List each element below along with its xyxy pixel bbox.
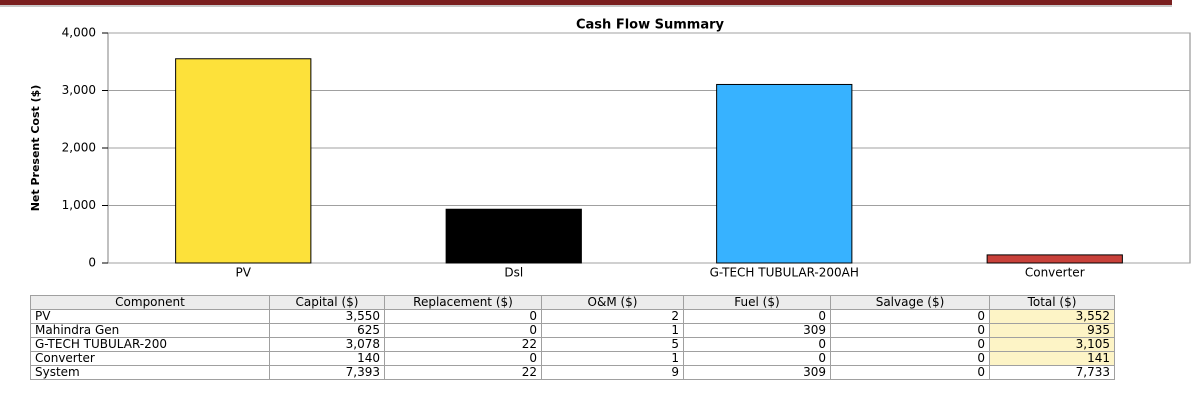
table-cell: 0 [384, 309, 542, 324]
table-cell: G-TECH TUBULAR-200 [30, 337, 270, 352]
table-cell: 0 [830, 337, 990, 352]
table-cell: 22 [384, 365, 542, 380]
table-row: Converter 140 0 1 0 0 141 [30, 351, 1115, 366]
table-cell: 0 [830, 309, 990, 324]
y-axis-label: Net Present Cost ($) [29, 85, 42, 212]
bar [716, 83, 853, 264]
bar [986, 254, 1123, 264]
table-cell: 0 [830, 323, 990, 338]
table-cell: 2 [541, 309, 684, 324]
table-cell: 935 [989, 323, 1115, 338]
table-cell: 0 [683, 309, 831, 324]
x-tick-label: PV [236, 266, 252, 280]
table-cell: 0 [683, 337, 831, 352]
column-header: O&M ($) [541, 295, 684, 310]
table-row: System 7,393 22 9 309 0 7,733 [30, 365, 1115, 380]
table-cell: 3,078 [269, 337, 385, 352]
table-cell: 7,393 [269, 365, 385, 380]
table-cell: 141 [989, 351, 1115, 366]
table-cell: Mahindra Gen [30, 323, 270, 338]
y-tick-label: 1,000 [62, 198, 96, 212]
table-row: Mahindra Gen 625 0 1 309 0 935 [30, 323, 1115, 338]
table-cell: 3,105 [989, 337, 1115, 352]
y-tick-label: 3,000 [62, 83, 96, 97]
table-cell: 1 [541, 351, 684, 366]
chart-title: Cash Flow Summary [576, 18, 725, 33]
table-row: G-TECH TUBULAR-200 3,078 22 5 0 0 3,105 [30, 337, 1115, 352]
x-tick-label: Dsl [504, 266, 523, 280]
column-header: Fuel ($) [683, 295, 831, 310]
column-header: Capital ($) [269, 295, 385, 310]
table-cell: 9 [541, 365, 684, 380]
table-cell: 0 [683, 351, 831, 366]
y-tick-label: 2,000 [62, 141, 96, 155]
table-cell: 3,550 [269, 309, 385, 324]
table-cell: 625 [269, 323, 385, 338]
table-cell: PV [30, 309, 270, 324]
column-header: Replacement ($) [384, 295, 542, 310]
bar [445, 208, 582, 264]
table-cell: 0 [384, 351, 542, 366]
table-cell: Converter [30, 351, 270, 366]
y-tick-label: 0 [88, 256, 96, 270]
table-cell: 0 [830, 365, 990, 380]
column-header: Total ($) [989, 295, 1115, 310]
table-cell: 0 [384, 323, 542, 338]
table-cell: 3,552 [989, 309, 1115, 324]
y-tick-label: 4,000 [62, 26, 96, 40]
table-cell: 309 [683, 323, 831, 338]
table-cell: 0 [830, 351, 990, 366]
table-cell: System [30, 365, 270, 380]
table-row: PV 3,550 0 2 0 0 3,552 [30, 309, 1115, 324]
chart: Cash Flow Summary Net Present Cost ($) 0… [29, 18, 1191, 280]
table-cell: 7,733 [989, 365, 1115, 380]
table-cell: 1 [541, 323, 684, 338]
table-cell: 309 [683, 365, 831, 380]
cash-flow-table: Component Capital ($) Replacement ($) O&M (… [30, 295, 1115, 380]
x-tick-label: G-TECH TUBULAR-200AH [710, 266, 859, 280]
column-header: Salvage ($) [830, 295, 990, 310]
x-tick-label: Converter [1025, 266, 1085, 280]
window-border [0, 0, 1172, 7]
column-header: Component [30, 295, 270, 310]
table-cell: 5 [541, 337, 684, 352]
table-cell: 22 [384, 337, 542, 352]
bar [175, 58, 312, 264]
table-cell: 140 [269, 351, 385, 366]
